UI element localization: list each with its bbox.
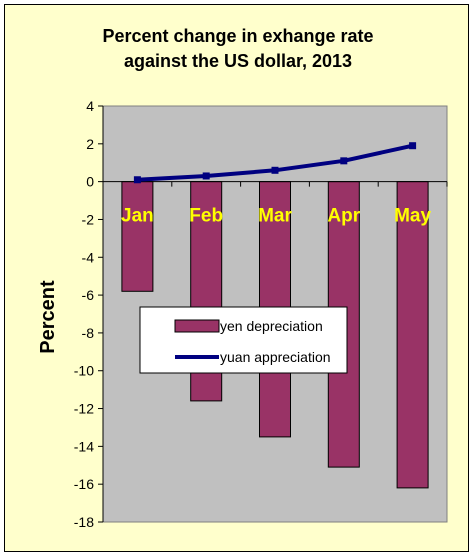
point-yuan-mar xyxy=(271,166,279,174)
legend-swatch-yen-depreciation xyxy=(174,319,220,333)
chart-title-line-1: Percent change in exhange rate xyxy=(102,26,373,46)
point-yuan-jan xyxy=(133,176,141,184)
y-tick-label: 4 xyxy=(86,98,94,114)
y-tick-label: -2 xyxy=(82,211,95,227)
legend: yen depreciation yuan appreciation xyxy=(139,306,348,374)
chart-title-line-2: against the US dollar, 2013 xyxy=(124,51,352,71)
y-tick-label: -4 xyxy=(82,249,95,265)
chart-frame: Percent change in exhange rate against t… xyxy=(4,4,469,552)
category-label-mar: Mar xyxy=(258,206,292,227)
y-tick-label: -14 xyxy=(74,438,94,454)
y-axis-label: Percent xyxy=(37,280,59,354)
point-yuan-may xyxy=(409,142,417,150)
y-tick-label: -18 xyxy=(74,514,94,530)
point-yuan-feb xyxy=(202,172,210,180)
legend-label-yen-depreciation: yen depreciation xyxy=(220,318,323,334)
bar-jan xyxy=(121,181,154,292)
y-tick-label: -16 xyxy=(74,476,94,492)
y-tick-label: -6 xyxy=(82,287,95,303)
category-label-jan: Jan xyxy=(121,206,154,227)
chart: Percent change in exhange rate against t… xyxy=(37,26,448,530)
legend-box xyxy=(139,306,348,374)
category-label-feb: Feb xyxy=(189,206,223,227)
category-label-apr: Apr xyxy=(327,206,360,227)
category-label-may: May xyxy=(394,206,431,227)
y-tick-label: -8 xyxy=(82,325,95,341)
legend-label-yuan-appreciation: yuan appreciation xyxy=(220,349,331,365)
y-tick-label: -10 xyxy=(74,363,94,379)
y-tick-label: -12 xyxy=(74,401,94,417)
point-yuan-apr xyxy=(340,157,348,165)
bar-may xyxy=(396,181,429,489)
y-tick-label: 0 xyxy=(86,174,94,190)
y-tick-label: 2 xyxy=(86,136,94,152)
